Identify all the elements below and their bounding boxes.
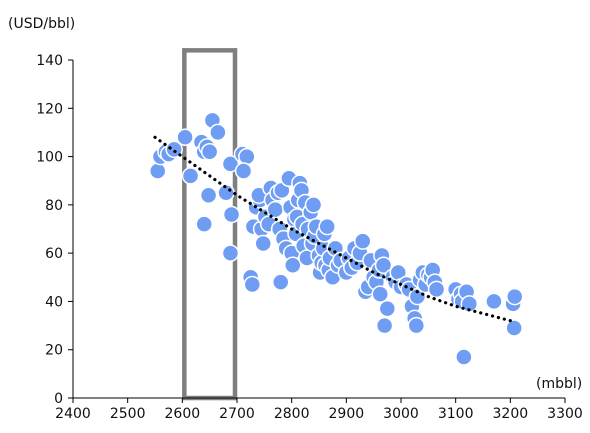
x-tick-label: 2700 xyxy=(219,406,255,422)
data-point xyxy=(254,234,272,253)
data-point xyxy=(271,273,290,291)
data-point xyxy=(176,128,194,147)
x-tick-label: 2800 xyxy=(274,406,310,422)
y-tick-label: 80 xyxy=(45,198,63,214)
x-tick-label: 2600 xyxy=(165,406,201,422)
y-tick-label: 0 xyxy=(54,391,63,407)
x-tick-label: 3100 xyxy=(438,406,474,422)
y-tick-label: 120 xyxy=(36,101,63,117)
x-axis-unit-label: (mbbl) xyxy=(536,376,582,392)
y-tick-label: 20 xyxy=(45,343,63,359)
x-tick-label: 3000 xyxy=(383,406,419,422)
trendline xyxy=(153,135,512,323)
data-point xyxy=(234,162,253,180)
x-tick-label: 3200 xyxy=(493,406,529,422)
data-point xyxy=(284,256,302,274)
y-tick-label: 100 xyxy=(36,150,63,166)
data-point xyxy=(165,140,183,159)
data-point xyxy=(353,232,372,250)
data-point xyxy=(407,316,426,335)
data-point xyxy=(375,316,394,335)
data-point xyxy=(243,275,262,294)
x-tick-label: 3300 xyxy=(547,406,583,422)
data-point xyxy=(371,285,389,303)
data-point xyxy=(378,299,397,318)
data-point xyxy=(505,319,523,337)
x-tick-label: 2400 xyxy=(55,406,91,422)
data-point xyxy=(505,287,524,306)
y-tick-label: 40 xyxy=(45,294,63,310)
data-point xyxy=(460,295,479,313)
data-point xyxy=(427,280,446,299)
y-tick-label: 140 xyxy=(36,53,63,69)
data-point xyxy=(304,196,323,214)
y-tick-label: 60 xyxy=(45,246,63,262)
y-axis-unit-label: (USD/bbl) xyxy=(8,16,75,32)
data-point xyxy=(374,256,393,274)
data-point xyxy=(318,217,336,236)
data-point xyxy=(209,123,227,142)
data-point xyxy=(221,244,240,262)
data-point xyxy=(148,162,167,180)
data-point xyxy=(238,147,256,166)
x-tick-label: 2900 xyxy=(329,406,365,422)
x-tick-label: 2500 xyxy=(110,406,146,422)
data-point xyxy=(408,287,427,306)
data-point xyxy=(199,186,218,204)
data-point xyxy=(181,167,200,185)
data-point xyxy=(200,142,219,161)
data-point xyxy=(221,155,240,173)
data-point xyxy=(455,348,473,366)
data-point xyxy=(222,205,241,224)
data-point xyxy=(485,292,503,311)
data-point xyxy=(195,215,213,233)
